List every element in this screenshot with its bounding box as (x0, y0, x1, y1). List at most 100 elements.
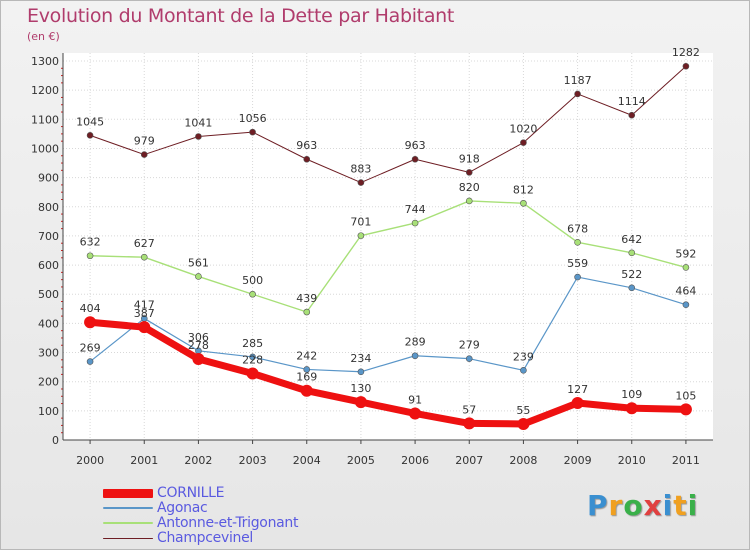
data-point-antonne-et-trigonant (357, 232, 365, 239)
data-point-agonac (86, 358, 94, 365)
series-line-cornille (86, 318, 690, 428)
data-label-antonne-et-trigonant: 812 (513, 183, 534, 196)
data-point-cornille (84, 316, 97, 329)
y-tick-label: 800 (38, 201, 59, 214)
data-point-antonne-et-trigonant (140, 253, 148, 261)
data-label-agonac: 242 (296, 349, 317, 362)
y-tick-label: 1000 (31, 142, 59, 155)
data-label-champcevinel: 883 (350, 163, 371, 176)
series-line-champcevinel (89, 65, 687, 184)
legend-label: Champcevinel (157, 530, 254, 546)
proxiti-logo: Proxiti (587, 489, 698, 522)
data-point-agonac (249, 353, 256, 361)
x-tick-label: 2011 (672, 454, 700, 467)
data-point-antonne-et-trigonant (86, 252, 94, 260)
data-point-champcevinel (520, 139, 527, 146)
data-label-cornille: 127 (567, 383, 588, 396)
data-point-champcevinel (303, 155, 311, 163)
logo-letter: t (673, 489, 688, 522)
logo-letter: i (687, 489, 699, 522)
x-tick-label: 2006 (401, 454, 429, 467)
data-point-champcevinel (411, 155, 419, 163)
data-point-cornille (409, 407, 422, 420)
y-tick-label: 600 (38, 259, 59, 272)
series-line-antonne-et-trigonant (89, 200, 687, 313)
data-point-agonac (465, 355, 473, 362)
chart-title: Evolution du Montant de la Dette par Hab… (27, 5, 455, 27)
x-tick-label: 2010 (618, 454, 646, 467)
y-tick-label: 200 (38, 376, 59, 389)
logo-letter: o (623, 489, 644, 522)
data-label-agonac: 269 (80, 342, 101, 355)
y-tick-label: 1300 (31, 55, 59, 68)
y-tick-label: 1200 (31, 84, 59, 97)
data-label-champcevinel: 1045 (76, 115, 104, 128)
logo-letter: i (662, 489, 674, 522)
data-point-champcevinel (86, 132, 94, 139)
data-point-agonac (682, 301, 690, 309)
x-tick-label: 2002 (184, 454, 212, 467)
plot-area (63, 53, 713, 440)
x-tick-label: 2009 (564, 454, 592, 467)
data-label-champcevinel: 963 (296, 139, 317, 152)
data-point-champcevinel (249, 128, 256, 136)
legend-swatch (103, 537, 153, 539)
data-label-agonac: 239 (513, 350, 534, 363)
data-label-champcevinel: 1041 (184, 117, 212, 130)
data-label-cornille: 109 (621, 388, 642, 401)
data-point-champcevinel (465, 169, 473, 176)
legend-swatch (103, 507, 153, 509)
data-label-cornille: 278 (188, 339, 209, 352)
data-label-cornille: 387 (134, 307, 155, 320)
data-point-agonac (628, 284, 636, 292)
data-point-champcevinel (357, 179, 365, 186)
data-label-champcevinel: 1114 (618, 95, 646, 108)
x-tick-label: 2000 (76, 454, 104, 467)
data-label-champcevinel: 979 (134, 135, 155, 148)
data-point-cornille (517, 417, 530, 430)
data-label-cornille: 91 (408, 393, 422, 406)
data-point-antonne-et-trigonant (574, 239, 581, 246)
data-point-antonne-et-trigonant (195, 273, 202, 280)
logo-letter: r (608, 489, 624, 522)
chart-subtitle: (en €) (27, 30, 60, 43)
data-label-agonac: 522 (621, 268, 642, 281)
x-tick-label: 2008 (509, 454, 537, 467)
legend-label: Agonac (157, 500, 208, 516)
data-label-antonne-et-trigonant: 627 (134, 237, 155, 250)
data-point-champcevinel (682, 62, 690, 70)
data-label-agonac: 417 (134, 298, 155, 311)
data-label-cornille: 169 (296, 371, 317, 384)
data-point-cornille (300, 384, 313, 397)
data-label-agonac: 279 (459, 339, 480, 352)
data-label-agonac: 559 (567, 257, 588, 270)
data-point-antonne-et-trigonant (411, 219, 419, 227)
legend-swatch (103, 522, 153, 524)
data-point-antonne-et-trigonant (628, 249, 636, 257)
y-tick-label: 900 (38, 172, 59, 185)
x-tick-label: 2007 (455, 454, 483, 467)
data-point-antonne-et-trigonant (249, 290, 256, 298)
data-label-antonne-et-trigonant: 439 (296, 292, 317, 305)
data-label-cornille: 57 (462, 403, 476, 416)
data-point-cornille (192, 352, 205, 365)
logo-letter: P (587, 489, 609, 522)
y-tick-label: 100 (38, 405, 59, 418)
legend-label: CORNILLE (157, 485, 225, 501)
data-label-agonac: 285 (242, 337, 263, 350)
data-point-cornille (679, 403, 692, 416)
y-tick-label: 300 (38, 347, 59, 360)
legend-label: Antonne-et-Trigonant (157, 515, 299, 531)
data-label-champcevinel: 1282 (672, 46, 700, 59)
data-label-antonne-et-trigonant: 642 (621, 233, 642, 246)
data-label-cornille: 404 (80, 302, 101, 315)
data-point-antonne-et-trigonant (520, 199, 527, 207)
series-line-agonac (89, 276, 687, 373)
data-label-antonne-et-trigonant: 701 (350, 216, 371, 229)
y-tick-label: 700 (38, 230, 59, 243)
data-point-antonne-et-trigonant (465, 197, 473, 205)
data-point-agonac (574, 273, 581, 281)
data-point-agonac (303, 366, 311, 373)
